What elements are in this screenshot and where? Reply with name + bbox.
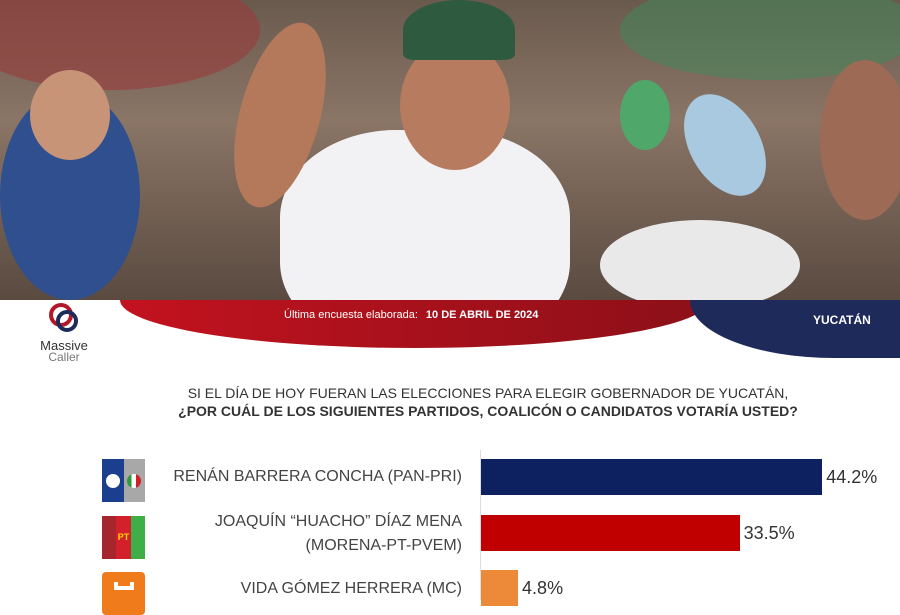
survey-date-value: 10 DE ABRIL DE 2024 (425, 309, 539, 321)
axis-line (480, 450, 481, 600)
region-label: YUCATÁN (813, 313, 871, 327)
candidate-label: VIDA GÓMEZ HERRERA (MC) (240, 580, 462, 597)
morena-pt-pvem-logo: PT (102, 516, 145, 559)
bar-vida-gomez (481, 570, 519, 606)
date-banner (120, 300, 710, 348)
value-label: 44.2% (826, 467, 878, 487)
candidate-label-party: (MORENA-PT-PVEM) (305, 537, 462, 554)
survey-date-label: Última encuesta elaborada: (284, 309, 418, 321)
logo-text-massive: Massive (40, 338, 88, 353)
question-line-1: SI EL DÍA DE HOY FUERAN LAS ELECCIONES P… (187, 385, 789, 401)
campaign-photo (0, 0, 900, 300)
candidate-label: JOAQUÍN “HUACHO” DÍAZ MENA (214, 513, 462, 530)
region-banner (690, 300, 900, 358)
pan-pri-logo (102, 459, 145, 502)
value-label: 4.8% (522, 578, 564, 598)
massive-caller-logo: Massive Caller (34, 302, 94, 363)
question-line-2: ¿POR CUÁL DE LOS SIGUIENTES PARTIDOS, CO… (178, 403, 798, 419)
bar-renan-barrera (481, 459, 823, 495)
logo-text-caller: Caller (48, 350, 80, 364)
bar-joaquin-diaz (481, 515, 740, 551)
speech-bubbles-icon (49, 303, 78, 332)
survey-date: Última encuesta elaborada: 10 DE ABRIL DE… (284, 309, 538, 321)
value-label: 33.5% (743, 523, 795, 543)
candidate-label: RENÁN BARRERA CONCHA (PAN-PRI) (173, 468, 462, 485)
